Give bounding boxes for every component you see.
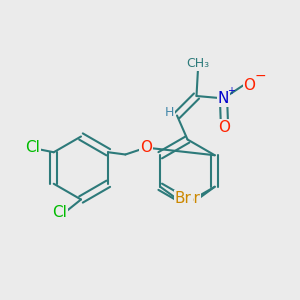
- Text: O: O: [218, 120, 230, 135]
- Text: Cl: Cl: [25, 140, 40, 155]
- Text: O: O: [244, 78, 256, 93]
- Text: +: +: [227, 86, 235, 96]
- Text: H: H: [165, 106, 174, 119]
- Text: −: −: [255, 68, 267, 83]
- Text: CH₃: CH₃: [186, 57, 210, 70]
- Text: O: O: [140, 140, 152, 155]
- Text: Cl: Cl: [52, 205, 68, 220]
- Text: N: N: [218, 91, 229, 106]
- Text: Br: Br: [183, 191, 200, 206]
- Text: Br: Br: [175, 191, 192, 206]
